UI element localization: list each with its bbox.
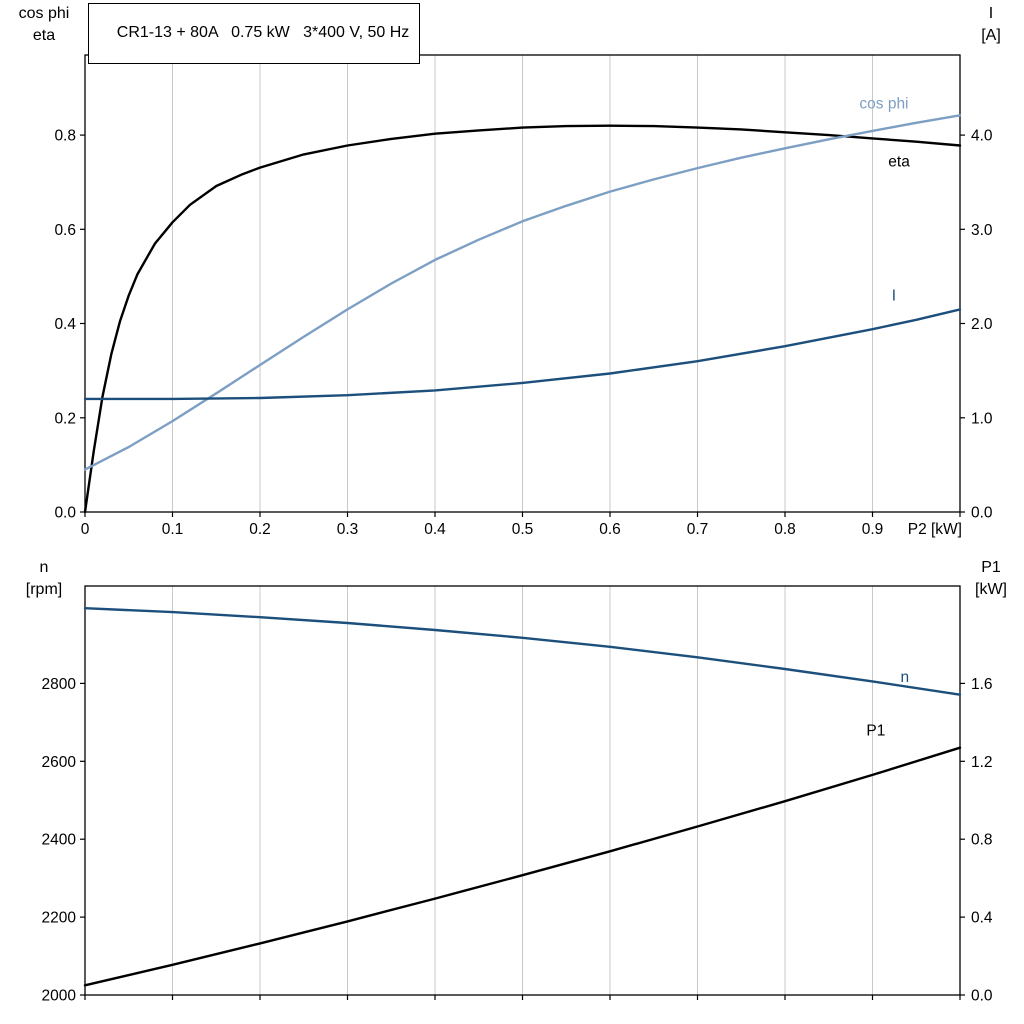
left-tick-label: 2800 xyxy=(42,676,77,693)
curve-label-eta: eta xyxy=(888,153,910,170)
left-axis-label-line2: eta xyxy=(32,27,56,44)
x-tick-label: 0.4 xyxy=(424,521,446,538)
right-tick-label: 0.0 xyxy=(971,505,993,522)
curve-label-n: n xyxy=(901,669,910,686)
right-axis-label-line2: [A] xyxy=(981,27,1001,44)
left-tick-label: 2400 xyxy=(42,832,77,849)
series-I-curve xyxy=(83,308,962,401)
left-tick-label: 0.8 xyxy=(54,128,76,145)
right-tick-label: 0.8 xyxy=(971,832,993,849)
motor-efficiency-chart: 0 0.1 0.2 0.3 0.4 0.5 0.6 0.7 0.8 0.9 P2 [kW] 0.0 0.… xyxy=(54,54,993,538)
x-tick-label: 0.7 xyxy=(687,521,709,538)
top-left-axis-label: cos phi eta xyxy=(6,3,82,47)
bottom-left-axis-label: n [rpm] xyxy=(6,557,82,601)
top-right-axis-label: I [A] xyxy=(963,3,1019,47)
speed-power-chart: 2000 2200 2400 2600 2800 0.0 0.4 0.8 1.2 1.6 n P1 xyxy=(42,585,993,1005)
chart-title-box: CR1-13 + 80A 0.75 kW 3*400 V, 50 Hz xyxy=(88,3,421,64)
right-axis-label-line1: P1 xyxy=(981,559,1001,576)
x-tick-label: 0.8 xyxy=(774,521,796,538)
curve-label-I: I xyxy=(892,288,896,305)
chart-title: CR1-13 + 80A 0.75 kW 3*400 V, 50 Hz xyxy=(116,24,410,41)
series-n-curve xyxy=(83,607,962,696)
left-axis-label-line2: [rpm] xyxy=(25,581,63,598)
left-tick-label: 2200 xyxy=(42,910,77,927)
left-axis-label-line1: cos phi xyxy=(18,5,70,22)
left-tick-label: 0.0 xyxy=(54,505,76,522)
right-axis-label-line1: I xyxy=(988,5,994,22)
right-tick-label: 0.4 xyxy=(971,910,993,927)
x-tick-label: 0.1 xyxy=(162,521,184,538)
right-axis-label-line2: [kW] xyxy=(975,581,1007,598)
right-tick-label: 2.0 xyxy=(971,316,993,333)
left-tick-label: 0.6 xyxy=(54,222,76,239)
x-tick-label: 0.2 xyxy=(249,521,271,538)
series-P1-curve xyxy=(83,746,962,987)
curve-label-cos-phi: cos phi xyxy=(859,96,908,113)
left-tick-label: 2000 xyxy=(42,988,77,1005)
left-tick-label: 2600 xyxy=(42,754,77,771)
x-tick-label: 0.5 xyxy=(512,521,534,538)
right-tick-label: 0.0 xyxy=(971,988,993,1005)
right-tick-label: 1.2 xyxy=(971,754,993,771)
series-cos-phi-curve xyxy=(83,114,962,471)
left-axis-label-line1: n xyxy=(39,559,49,576)
left-tick-label: 0.2 xyxy=(54,410,76,427)
right-tick-label: 1.0 xyxy=(971,410,993,427)
series-eta-curve xyxy=(83,124,962,514)
right-tick-label: 3.0 xyxy=(971,222,993,239)
right-tick-label: 1.6 xyxy=(971,676,993,693)
left-tick-label: 0.4 xyxy=(54,316,76,333)
x-tick-label: 0.3 xyxy=(337,521,359,538)
x-tick-label: 0 xyxy=(81,521,90,538)
x-tick-label: 0.9 xyxy=(862,521,884,538)
x-axis-unit-label: P2 [kW] xyxy=(908,521,962,538)
curve-label-P1: P1 xyxy=(866,723,885,740)
right-tick-label: 4.0 xyxy=(971,128,993,145)
x-tick-label: 0.6 xyxy=(599,521,621,538)
bottom-right-axis-label: P1 [kW] xyxy=(963,557,1019,601)
